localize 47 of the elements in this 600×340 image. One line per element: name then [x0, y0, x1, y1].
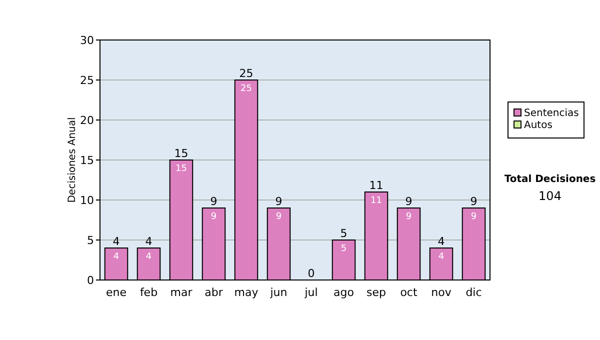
x-tick-label: jun	[269, 286, 288, 299]
legend-label: Autos	[524, 120, 552, 131]
total-label: 9	[210, 195, 218, 208]
x-tick-label: oct	[400, 286, 418, 299]
data-label: 25	[240, 84, 252, 94]
x-tick-label: nov	[431, 286, 452, 299]
total-label: 4	[112, 235, 120, 248]
data-label: 11	[370, 196, 382, 206]
data-label: 9	[470, 212, 477, 222]
data-label: 4	[438, 252, 444, 262]
x-tick-label: jul	[304, 286, 318, 299]
y-tick-label: 5	[87, 234, 94, 247]
y-tick-label: 20	[80, 114, 94, 127]
y-tick-label: 0	[87, 274, 94, 287]
total-label: 11	[369, 179, 384, 192]
data-label: 4	[146, 252, 152, 262]
data-label: 9	[406, 212, 412, 222]
total-label: 0	[308, 267, 315, 280]
text: Total Decisiones	[504, 174, 596, 185]
legend-label: Sentencias	[524, 108, 579, 119]
y-axis-title: Decisiones Anual	[67, 117, 78, 203]
total-label: 9	[275, 195, 282, 208]
x-tick-label: ago	[334, 286, 354, 299]
data-label: 9	[276, 212, 282, 222]
y-tick-label: 25	[80, 74, 94, 87]
x-tick-label: abr	[204, 286, 224, 299]
x-tick-label: feb	[140, 286, 158, 299]
total-label: 25	[239, 67, 254, 80]
y-tick-label: 15	[80, 154, 94, 167]
total-label: 4	[145, 235, 152, 248]
x-tick-label: may	[234, 286, 259, 299]
y-tick-label: 10	[80, 194, 94, 207]
text: 104	[538, 189, 562, 203]
x-tick-label: mar	[170, 286, 193, 299]
x-tick-label: ene	[106, 286, 127, 299]
x-tick-label: dic	[466, 286, 482, 299]
x-tick-label: sep	[366, 286, 386, 299]
data-label: 9	[210, 212, 217, 222]
total-label: 15	[174, 147, 188, 160]
data-label: 15	[176, 164, 187, 174]
data-label: 4	[113, 252, 120, 262]
data-label: 5	[340, 244, 347, 254]
y-tick-label: 30	[80, 34, 94, 47]
total-label: 5	[340, 227, 348, 240]
total-label: 9	[470, 195, 478, 208]
total-label: 9	[405, 195, 412, 208]
total-label: 4	[438, 235, 445, 248]
